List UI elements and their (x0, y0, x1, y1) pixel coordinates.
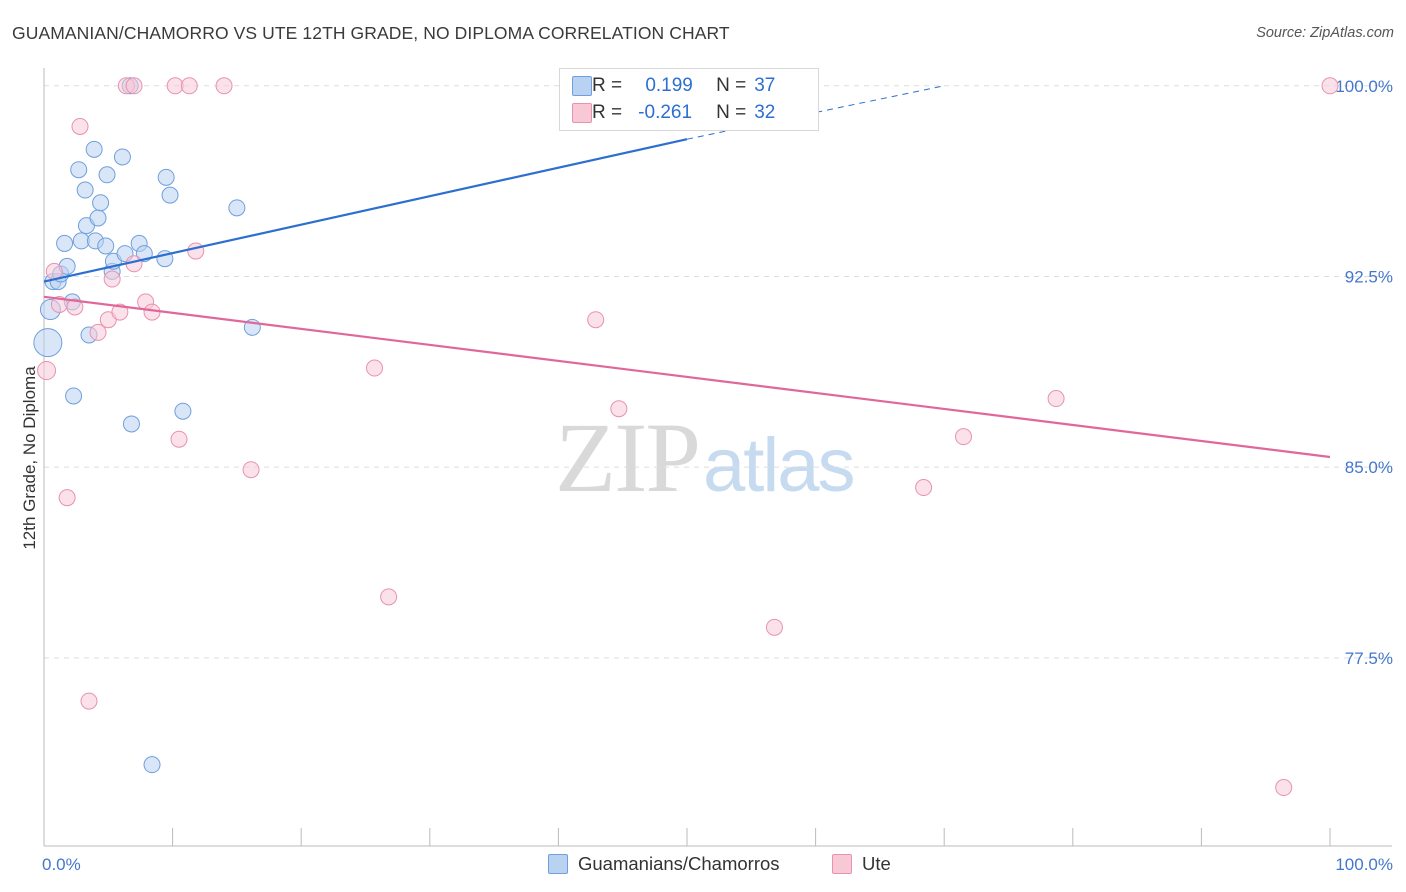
legend-row-pink: R = -0.261 N = 32 (572, 100, 776, 126)
y-tick-label: 92.5% (1345, 267, 1393, 286)
x-tick-label: 100.0% (1335, 855, 1393, 874)
point-guamanian (157, 168, 175, 186)
point-ute (125, 77, 143, 95)
legend-n-label: N = (716, 102, 747, 123)
point-guamanian (161, 186, 179, 204)
point-ute (89, 323, 107, 341)
point-ute (170, 430, 188, 448)
watermark-atlas: atlas (703, 423, 856, 508)
point-ute (610, 400, 628, 418)
point-guamanian (89, 209, 107, 227)
legend-swatch-pink (572, 103, 592, 123)
y-axis-label: 12th Grade, No Diploma (20, 366, 39, 550)
point-ute (1047, 390, 1065, 408)
chart-title: GUAMANIAN/CHAMORRO VS UTE 12TH GRADE, NO… (12, 23, 730, 43)
point-ute (954, 428, 972, 446)
point-guamanian (174, 402, 192, 420)
legend-n-value-pink: 32 (754, 102, 776, 123)
point-ute (80, 692, 98, 710)
legend-r-value-pink: -0.261 (638, 102, 693, 123)
bottom-legend-label-blue: Guamanians/Chamorros (578, 853, 780, 874)
point-guamanian (72, 232, 90, 250)
trendline-ute (43, 295, 1331, 459)
legend-n-label: N = (716, 75, 747, 96)
point-ute (1275, 779, 1293, 797)
point-guamanian (70, 161, 88, 179)
bottom-legend-swatch-blue (548, 854, 568, 874)
point-ute (765, 618, 783, 636)
bottom-legend-label-pink: Ute (862, 853, 891, 874)
legend-r-value-blue: 0.199 (645, 75, 693, 96)
y-tick-label: 100.0% (1335, 77, 1393, 96)
legend-swatch-blue (572, 76, 592, 96)
legend-n-value-blue: 37 (754, 75, 776, 96)
point-ute (111, 303, 129, 321)
y-tick-label: 85.0% (1345, 458, 1393, 477)
y-tick-label: 77.5% (1345, 649, 1393, 668)
point-guamanian (76, 181, 94, 199)
point-guamanian (143, 756, 161, 774)
point-ute (71, 117, 89, 135)
x-tick-label: 0.0% (42, 855, 81, 874)
point-ute (180, 77, 198, 95)
bottom-legend-pink: Ute (832, 852, 891, 876)
point-ute (242, 461, 260, 479)
point-guamanian (97, 237, 115, 255)
bottom-legend-blue: Guamanians/Chamorros (548, 852, 780, 876)
legend-r-label: R = (592, 75, 623, 96)
point-guamanian (98, 166, 116, 184)
point-ute (380, 588, 398, 606)
source-credit: Source: ZipAtlas.com (1256, 25, 1394, 41)
stats-legend: R = 0.199 N = 37 R = -0.261 N = 32 (559, 68, 819, 131)
point-ute (103, 270, 121, 288)
point-ute (187, 242, 205, 260)
point-ute (66, 298, 84, 316)
point-guamanian (56, 234, 74, 252)
point-ute (1321, 77, 1339, 95)
point-guamanian (113, 148, 131, 166)
watermark-zip: ZIP (555, 402, 701, 513)
point-ute (166, 77, 184, 95)
point-ute (37, 361, 57, 381)
point-guamanian (85, 140, 103, 158)
point-guamanian (65, 387, 83, 405)
legend-r-label: R = (592, 102, 623, 123)
point-ute (58, 489, 76, 507)
trendline-guamanian (43, 138, 688, 283)
point-ute (215, 77, 233, 95)
point-guamanian (33, 328, 63, 358)
point-ute (915, 479, 933, 497)
point-ute (587, 311, 605, 329)
legend-row-blue: R = 0.199 N = 37 (572, 73, 776, 99)
point-guamanian (122, 415, 140, 433)
watermark: ZIPatlas (555, 400, 856, 515)
point-guamanian (92, 194, 110, 212)
point-guamanian (228, 199, 246, 217)
bottom-legend-swatch-pink (832, 854, 852, 874)
point-ute (366, 359, 384, 377)
